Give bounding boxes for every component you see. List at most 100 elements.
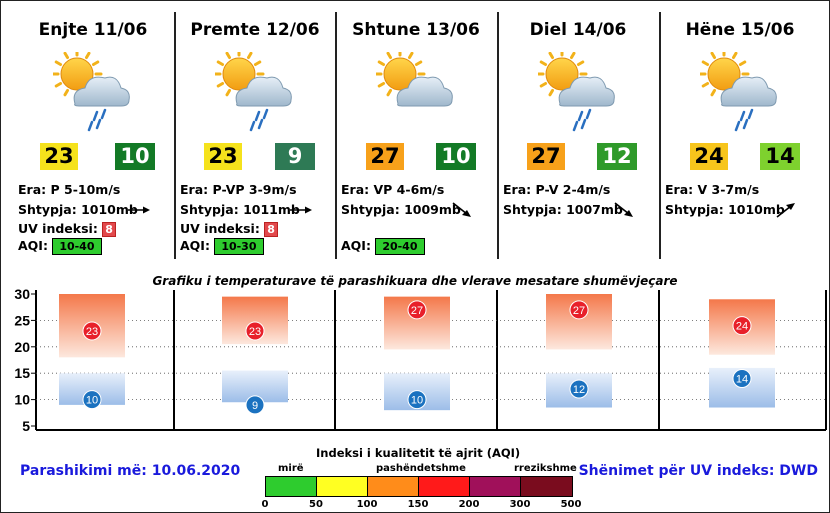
day-column: Diel 14/06 xyxy=(497,0,659,262)
wind-info-label: Era: xyxy=(341,182,370,197)
column-divider xyxy=(659,12,661,259)
pressure-info-value: 1010mb xyxy=(81,202,138,217)
wind-info-label: Era: xyxy=(180,182,209,197)
wind-info: Era: P-V 2-4m/s xyxy=(503,182,610,197)
y-tick-label: 30 xyxy=(14,286,30,302)
min-temp-point xyxy=(245,395,265,415)
sun-cloud-rain-icon xyxy=(213,48,295,136)
pressure-info-value: 1009mb xyxy=(404,202,461,217)
pressure-info-value: 1007mb xyxy=(566,202,623,217)
min-temp-point xyxy=(407,390,427,410)
uv-info: UV indeksi: 8 xyxy=(180,221,278,237)
wind-info: Era: P-VP 3-9m/s xyxy=(180,182,297,197)
column-divider xyxy=(497,12,499,259)
day-title: Diel 14/06 xyxy=(529,20,627,40)
aqi-tick-label: 50 xyxy=(309,499,323,510)
min-temp-badge: 10 xyxy=(436,143,476,170)
aqi-info-label: AQI: xyxy=(180,238,210,253)
uv-info-label: UV indeksi: xyxy=(18,221,98,236)
max-temp-badge: 23 xyxy=(204,143,242,170)
aqi-info: AQI: 20-40 xyxy=(341,238,425,255)
max-temp-badge: 24 xyxy=(690,143,728,170)
uv-info-value: 8 xyxy=(264,222,278,237)
max-temp-point xyxy=(732,316,752,336)
aqi-scale-segment xyxy=(521,477,572,496)
min-temp-label: 9 xyxy=(252,400,258,412)
temperature-chart: 5 10 15 20 25 30 23 23 27 27 24 10 9 10 12 14 xyxy=(14,286,827,434)
pressure-info: Shtypja: 1007mb xyxy=(503,202,623,217)
pressure-trend-up-icon xyxy=(773,202,799,218)
pressure-trend-down-icon xyxy=(611,202,637,218)
pressure-info-label: Shtypja: xyxy=(665,202,724,217)
day-column: Hëne 15/06 xyxy=(659,0,821,262)
max-temp-point xyxy=(407,300,427,320)
sun-cloud-rain-icon xyxy=(536,48,618,136)
uv-info-value: 8 xyxy=(102,222,116,237)
pressure-info-label: Shtypja: xyxy=(18,202,77,217)
y-tick-label: 15 xyxy=(14,365,30,381)
min-temp-badge: 9 xyxy=(275,143,315,170)
column-divider xyxy=(174,12,176,259)
max-temp-label: 24 xyxy=(736,321,748,333)
wind-info-value: P-V 2-4m/s xyxy=(535,182,611,197)
max-temp-badge: 27 xyxy=(527,143,565,170)
aqi-tick-label: 300 xyxy=(509,499,531,510)
day-title: Premte 12/06 xyxy=(190,20,320,40)
pressure-info: Shtypja: 1009mb xyxy=(341,202,461,217)
sun-cloud-rain-icon xyxy=(698,48,780,136)
wind-info-value: V 3-7m/s xyxy=(697,182,760,197)
day-title: Shtune 13/06 xyxy=(352,20,480,40)
wind-info: Era: P 5-10m/s xyxy=(18,182,120,197)
pressure-info: Shtypja: 1010mb xyxy=(18,202,138,217)
wind-info: Era: V 3-7m/s xyxy=(665,182,759,197)
pressure-info: Shtypja: 1011mb xyxy=(180,202,300,217)
aqi-scale-segment xyxy=(368,477,419,496)
max-temp-point xyxy=(82,321,102,341)
max-temp-point xyxy=(569,300,589,320)
min-temp-point xyxy=(569,379,589,399)
aqi-info-label: AQI: xyxy=(341,238,371,253)
aqi-tick-label: 500 xyxy=(560,499,582,510)
sun-cloud-rain-icon xyxy=(51,48,133,136)
aqi-tick-label: 0 xyxy=(261,499,269,510)
aqi-word-hazardous: rrezikshme xyxy=(514,463,577,474)
column-divider xyxy=(335,12,337,259)
aqi-info: AQI: 10-30 xyxy=(180,238,264,255)
min-temp-label: 14 xyxy=(736,373,748,385)
aqi-info-value: 10-40 xyxy=(52,238,102,255)
chart-title: Grafiku i temperaturave të parashikuara … xyxy=(152,274,678,288)
day-column: Enjte 11/06 xyxy=(12,0,174,262)
aqi-scale-segment xyxy=(266,477,317,496)
y-tick-label: 20 xyxy=(14,339,30,355)
wind-info-label: Era: xyxy=(503,182,532,197)
pressure-trend-down-icon xyxy=(449,202,475,218)
aqi-word-unhealthy: pashëndetshme xyxy=(376,463,466,474)
y-tick-label: 5 xyxy=(22,418,30,434)
day-title: Enjte 11/06 xyxy=(38,20,148,40)
pressure-info-label: Shtypja: xyxy=(180,202,239,217)
aqi-scale-segment xyxy=(419,477,470,496)
pressure-trend-flat-icon xyxy=(126,202,152,218)
min-temp-label: 12 xyxy=(573,384,585,396)
day-column: Premte 12/06 xyxy=(174,0,336,262)
min-temp-point xyxy=(732,368,752,388)
sun-cloud-icon xyxy=(374,48,456,136)
aqi-scale-segment xyxy=(470,477,521,496)
aqi-tick-label: 200 xyxy=(458,499,480,510)
day-title: Hëne 15/06 xyxy=(685,20,795,40)
max-temp-label: 23 xyxy=(86,326,98,338)
min-temp-badge: 14 xyxy=(760,143,800,170)
forecast-date: Parashikimi më: 10.06.2020 xyxy=(20,463,241,479)
max-temp-point xyxy=(245,321,265,341)
max-temp-badge: 27 xyxy=(366,143,404,170)
aqi-color-scale xyxy=(265,476,573,497)
max-temp-label: 23 xyxy=(249,326,261,338)
aqi-info-label: AQI: xyxy=(18,238,48,253)
min-temp-label: 10 xyxy=(86,395,98,407)
pressure-info-label: Shtypja: xyxy=(341,202,400,217)
aqi-tick-label: 150 xyxy=(407,499,429,510)
pressure-info-value: 1010mb xyxy=(728,202,785,217)
wind-info-value: P-VP 3-9m/s xyxy=(212,182,297,197)
wind-info-value: VP 4-6m/s xyxy=(373,182,445,197)
min-temp-badge: 10 xyxy=(115,143,155,170)
